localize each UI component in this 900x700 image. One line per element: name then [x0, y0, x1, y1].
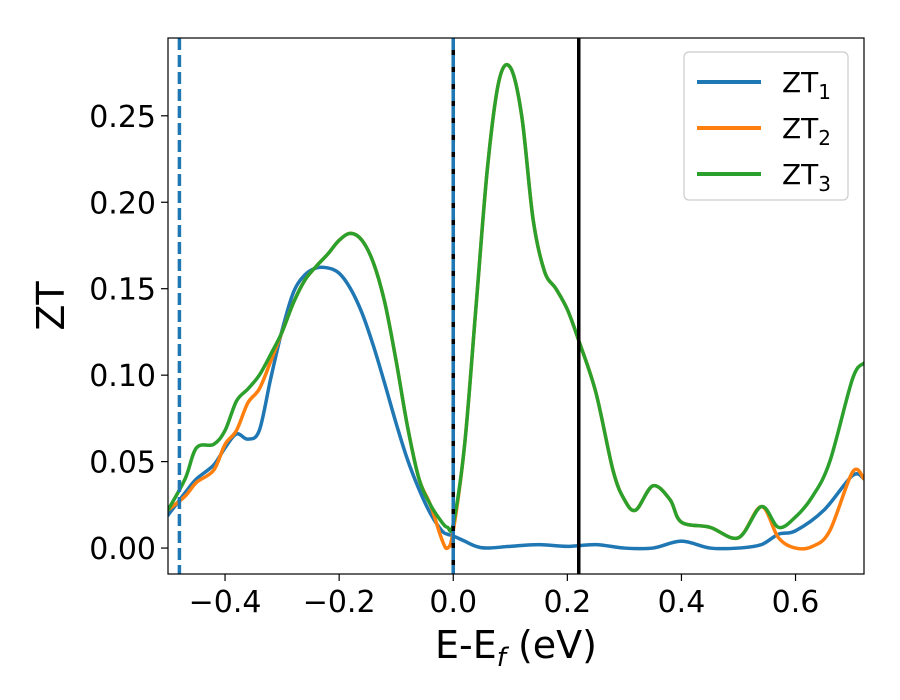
- y-tick-label: 0.10: [89, 359, 156, 394]
- y-tick-label: 0.00: [89, 532, 156, 567]
- x-tick-label: 0.2: [543, 585, 591, 620]
- legend-label-zt1: ZT1: [782, 66, 831, 104]
- x-axis-ticks: −0.4 −0.2 0.0 0.2 0.4 0.6: [189, 574, 820, 620]
- series-layer: [168, 63, 864, 551]
- legend-box: [683, 51, 849, 201]
- series-line-zt1: [168, 265, 864, 551]
- x-tick-label: −0.4: [189, 585, 262, 620]
- x-axis-title: E-Ef (eV): [435, 623, 597, 673]
- y-tick-label: 0.20: [89, 186, 156, 221]
- x-tick-label: −0.2: [303, 585, 376, 620]
- legend-label-zt2: ZT2: [782, 112, 831, 150]
- legend-label-zt3: ZT3: [782, 158, 831, 196]
- y-tick-label: 0.25: [89, 100, 156, 135]
- legend: ZT1 ZT2 ZT3: [683, 51, 849, 201]
- y-tick-label: 0.15: [89, 273, 156, 308]
- series-line-zt3: [168, 63, 864, 541]
- y-axis-ticks: 0.00 0.05 0.10 0.15 0.20 0.25: [89, 100, 168, 567]
- x-tick-label: 0.6: [772, 585, 820, 620]
- vline-layer: [177, 38, 581, 574]
- x-tick-label: 0.0: [429, 585, 477, 620]
- y-axis-title: ZT: [29, 281, 73, 331]
- plot-frame: [167, 37, 865, 575]
- x-tick-label: 0.4: [658, 585, 706, 620]
- x-axis-title-unit: (eV): [506, 623, 597, 667]
- y-tick-label: 0.05: [89, 446, 156, 481]
- legend-items: ZT1 ZT2 ZT3: [697, 66, 831, 196]
